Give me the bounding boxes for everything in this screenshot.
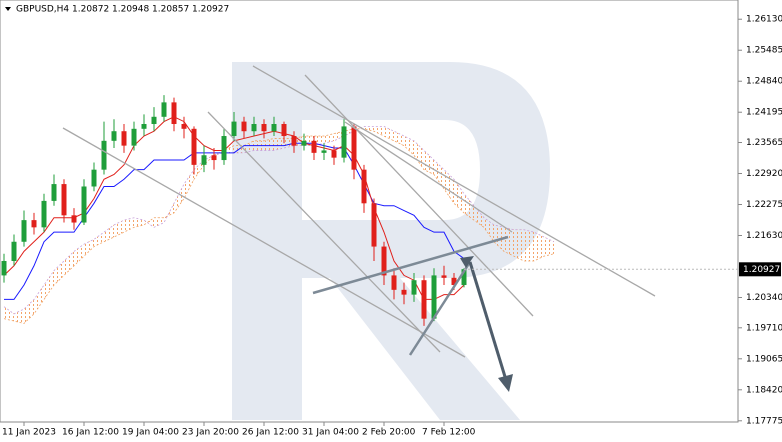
candle-body bbox=[111, 131, 117, 141]
x-tick-label: 11 Jan 2023 bbox=[2, 428, 56, 438]
x-tick-label: 31 Jan 04:00 bbox=[302, 428, 359, 438]
y-tick-label: 1.23565 bbox=[746, 138, 782, 148]
candle-body bbox=[341, 126, 347, 158]
header: GBPUSD,H4 1.20872 1.20948 1.20857 1.2092… bbox=[5, 5, 229, 15]
candle-body bbox=[191, 128, 197, 165]
y-tick-label: 1.21630 bbox=[746, 231, 782, 241]
candle-body bbox=[281, 124, 287, 137]
candle-body bbox=[141, 124, 147, 129]
y-tick-label: 1.20340 bbox=[746, 293, 782, 303]
candle-body bbox=[361, 169, 367, 204]
candle-body bbox=[11, 241, 17, 261]
header-icon bbox=[5, 7, 11, 11]
candle-body bbox=[241, 121, 247, 132]
x-tick-label: 23 Jan 20:00 bbox=[182, 428, 239, 438]
candle-body bbox=[221, 136, 227, 161]
cloud-line bbox=[3, 128, 555, 324]
candle-body bbox=[421, 280, 427, 319]
y-tick-label: 1.19710 bbox=[746, 323, 782, 333]
candle-body bbox=[351, 126, 357, 170]
candle-body bbox=[441, 275, 447, 278]
y-tick-label: 1.26130 bbox=[746, 15, 782, 25]
quote-low: 1.20857 bbox=[152, 5, 189, 15]
quote-open: 1.20872 bbox=[72, 5, 109, 15]
candle-body bbox=[331, 150, 337, 158]
indicator-line bbox=[4, 142, 465, 300]
candle-body bbox=[411, 280, 417, 295]
cloud-line bbox=[3, 126, 555, 315]
candle-body bbox=[391, 275, 397, 290]
quote-high: 1.20948 bbox=[112, 5, 149, 15]
candle-body bbox=[181, 124, 187, 129]
candle-body bbox=[51, 184, 57, 201]
candle-body bbox=[401, 289, 407, 295]
trend-lines bbox=[62, 65, 656, 392]
candle-body bbox=[121, 131, 127, 146]
x-tick-label: 19 Jan 04:00 bbox=[122, 428, 179, 438]
candle-body bbox=[71, 215, 77, 223]
candle-body bbox=[201, 155, 207, 165]
y-tick-label: 1.24195 bbox=[746, 108, 782, 118]
symbol: GBPUSD,H4 bbox=[16, 5, 69, 15]
candle-body bbox=[81, 186, 87, 223]
candle-body bbox=[461, 269, 467, 286]
indicator-line bbox=[3, 116, 465, 300]
candle-body bbox=[101, 140, 107, 170]
y-tick-label: 1.25485 bbox=[746, 46, 782, 56]
candle-body bbox=[171, 102, 177, 125]
candle-body bbox=[371, 203, 377, 247]
candle-body bbox=[291, 136, 297, 146]
candle-body bbox=[21, 220, 27, 242]
candle-body bbox=[311, 140, 317, 153]
x-tick-label: 26 Jan 12:00 bbox=[242, 428, 299, 438]
plot bbox=[1, 95, 555, 326]
candle-body bbox=[151, 116, 157, 125]
candle-body bbox=[261, 124, 267, 132]
x-tick-label: 2 Feb 20:00 bbox=[362, 428, 416, 438]
x-tick-label: 16 Jan 12:00 bbox=[62, 428, 119, 438]
candle-body bbox=[451, 277, 457, 286]
last-price-box bbox=[739, 262, 781, 277]
candle-body bbox=[231, 121, 237, 137]
candle-body bbox=[431, 275, 437, 319]
candle-body bbox=[61, 184, 67, 216]
candle-body bbox=[301, 140, 307, 146]
candle-body bbox=[31, 220, 37, 228]
y-tick-label: 1.24840 bbox=[746, 77, 782, 87]
candle-body bbox=[251, 124, 257, 132]
x-tick-label: 7 Feb 12:00 bbox=[422, 428, 476, 438]
quote-close: 1.20927 bbox=[192, 5, 229, 15]
candle-body bbox=[321, 150, 327, 153]
y-tick-label: 1.19065 bbox=[746, 354, 782, 364]
candle-body bbox=[41, 200, 47, 228]
candle-body bbox=[161, 102, 167, 117]
y-tick-label: 1.22275 bbox=[746, 200, 782, 210]
y-tick-label: 1.22920 bbox=[746, 169, 782, 179]
candle-body bbox=[91, 169, 97, 187]
candle-body bbox=[131, 128, 137, 146]
candle-body bbox=[381, 246, 387, 276]
candle-body bbox=[1, 260, 7, 276]
candle-body bbox=[211, 155, 217, 161]
y-tick-label: 1.17775 bbox=[746, 416, 782, 426]
y-tick-label: 1.18420 bbox=[746, 385, 782, 395]
last-price-label: 1.20927 bbox=[743, 265, 780, 275]
candle-body bbox=[271, 124, 277, 132]
